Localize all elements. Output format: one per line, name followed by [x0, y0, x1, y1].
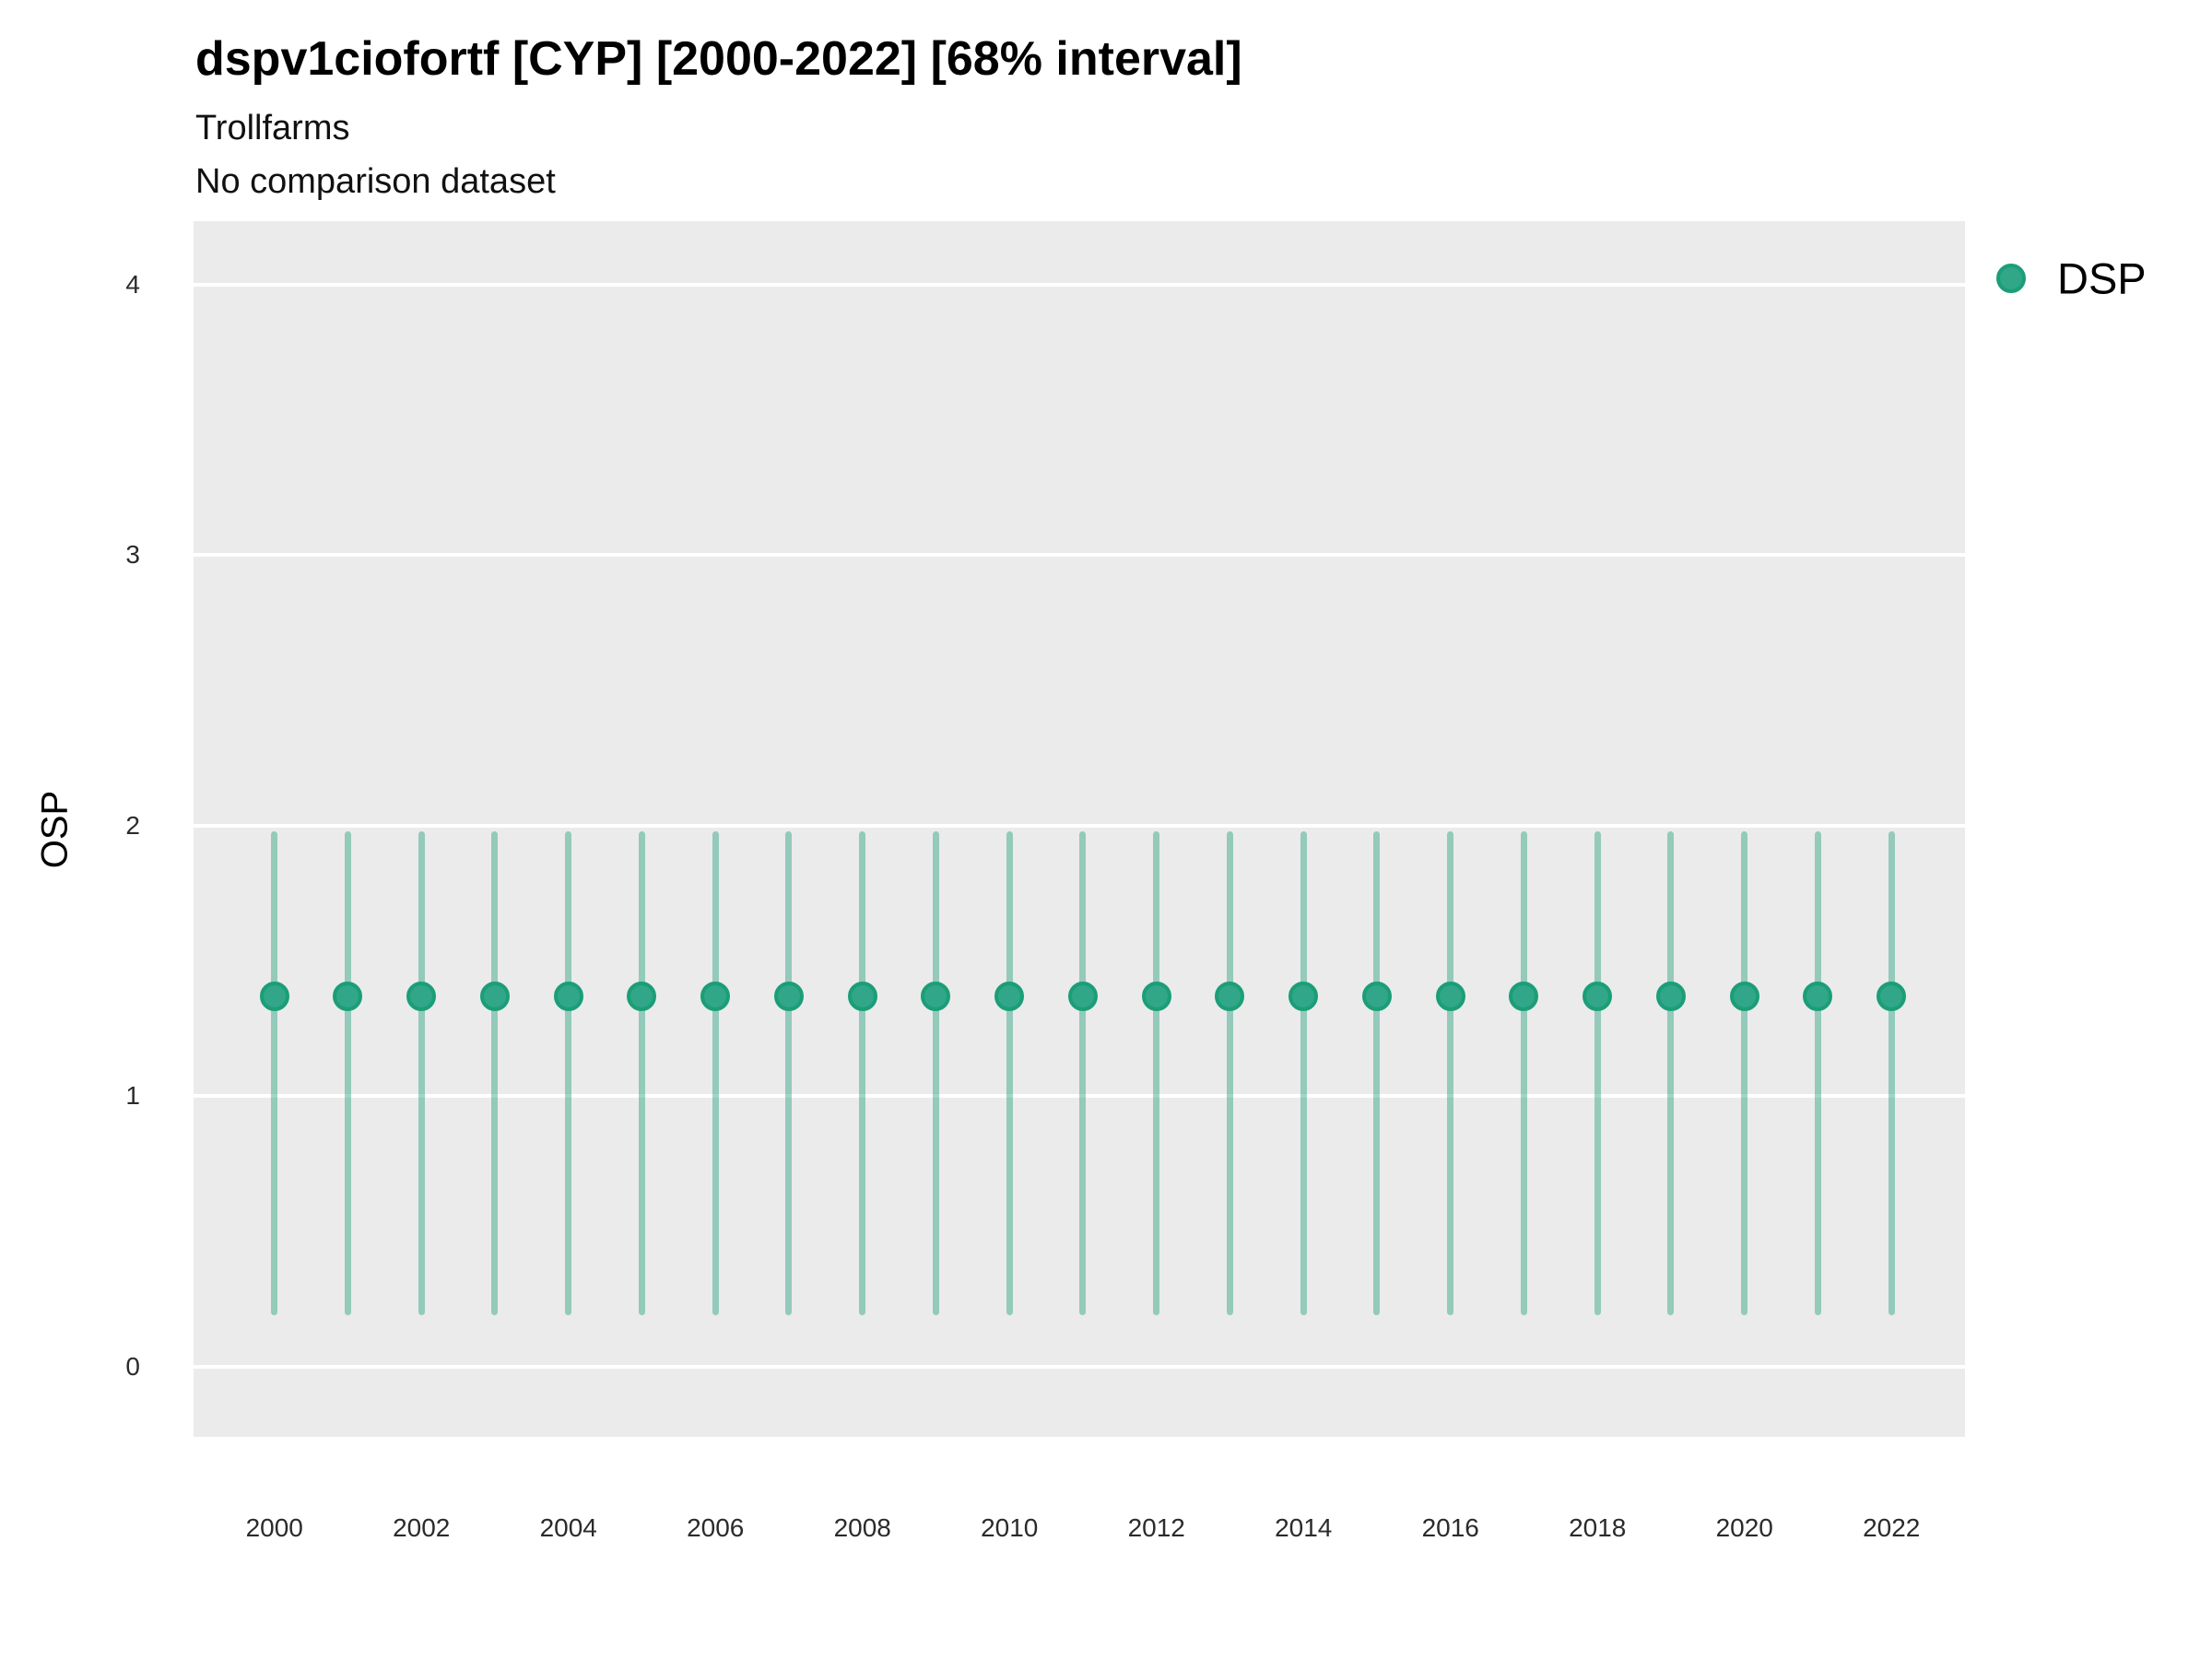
- y-tick-label: 1: [125, 1081, 140, 1111]
- interval-bar: [1667, 830, 1675, 1315]
- chart-title: dspv1ciofortf [CYP] [2000-2022] [68% int…: [195, 32, 1242, 86]
- interval-bar: [1006, 830, 1013, 1315]
- y-tick-label: 3: [125, 540, 140, 570]
- legend-point-icon: [1996, 264, 2026, 293]
- interval-bar: [1741, 830, 1748, 1315]
- data-point: [1655, 981, 1686, 1011]
- interval-bar: [1226, 830, 1233, 1315]
- data-point: [1067, 981, 1098, 1011]
- interval-bar: [271, 830, 278, 1315]
- interval-bar: [1373, 830, 1381, 1315]
- data-point: [1435, 981, 1465, 1011]
- data-point: [1583, 981, 1613, 1011]
- gridline-y-1: [194, 1094, 1965, 1099]
- data-point: [1877, 981, 1907, 1011]
- interval-bar: [932, 830, 939, 1315]
- data-point: [847, 981, 877, 1011]
- legend-label: DSP: [2057, 253, 2147, 303]
- interval-bar: [1079, 830, 1087, 1315]
- gridline-y-0: [194, 1364, 1965, 1369]
- x-tick-label: 2010: [981, 1513, 1039, 1542]
- x-tick-label: 2006: [687, 1513, 745, 1542]
- gridline-y-2: [194, 823, 1965, 828]
- data-point: [627, 981, 657, 1011]
- data-point: [1288, 981, 1319, 1011]
- data-point: [1215, 981, 1245, 1011]
- y-tick-label: 2: [125, 810, 140, 840]
- interval-bar: [1520, 830, 1527, 1315]
- data-point: [553, 981, 583, 1011]
- interval-bar: [1447, 830, 1454, 1315]
- data-point: [1803, 981, 1833, 1011]
- data-point: [1141, 981, 1171, 1011]
- x-tick-label: 2000: [245, 1513, 303, 1542]
- x-tick-label: 2008: [833, 1513, 891, 1542]
- x-tick-label: 2002: [393, 1513, 451, 1542]
- interval-bar: [638, 830, 645, 1315]
- x-tick-label: 2014: [1275, 1513, 1333, 1542]
- interval-bar: [1300, 830, 1307, 1315]
- data-point: [333, 981, 363, 1011]
- x-tick-label: 2016: [1421, 1513, 1479, 1542]
- chart-subtitle: Trollfarms: [195, 109, 350, 147]
- data-point: [773, 981, 804, 1011]
- x-tick-label: 2018: [1569, 1513, 1627, 1542]
- data-point: [479, 981, 510, 1011]
- data-point: [700, 981, 731, 1011]
- x-tick-label: 2004: [539, 1513, 597, 1542]
- interval-bar: [565, 830, 572, 1315]
- interval-bar: [1888, 830, 1895, 1315]
- data-point: [1509, 981, 1539, 1011]
- x-tick-label: 2020: [1715, 1513, 1773, 1542]
- data-point: [406, 981, 437, 1011]
- gridline-y-4: [194, 282, 1965, 287]
- interval-bar: [1814, 830, 1821, 1315]
- x-tick-label: 2012: [1127, 1513, 1185, 1542]
- y-tick-label: 0: [125, 1351, 140, 1381]
- interval-bar: [712, 830, 719, 1315]
- x-tick-label: 2022: [1863, 1513, 1921, 1542]
- interval-bar: [491, 830, 499, 1315]
- interval-bar: [785, 830, 793, 1315]
- interval-bar: [1594, 830, 1601, 1315]
- plot-panel: [194, 221, 1965, 1437]
- interval-bar: [344, 830, 351, 1315]
- data-point: [259, 981, 289, 1011]
- interval-bar: [859, 830, 866, 1315]
- data-point: [1729, 981, 1759, 1011]
- gridline-y-3: [194, 553, 1965, 558]
- data-point: [994, 981, 1025, 1011]
- interval-bar: [418, 830, 425, 1315]
- comparison-note: No comparison dataset: [195, 162, 556, 201]
- y-tick-label: 4: [125, 269, 140, 299]
- data-point: [921, 981, 951, 1011]
- data-point: [1361, 981, 1392, 1011]
- interval-bar: [1153, 830, 1160, 1315]
